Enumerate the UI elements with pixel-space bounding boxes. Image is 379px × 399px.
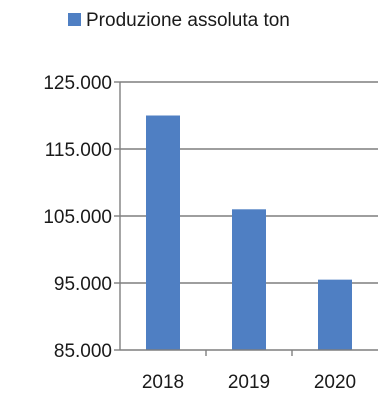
y-tick-labels: 85.000 95.000 105.000 115.000 125.000 [43,73,112,362]
x-tick-labels: 2018 2019 2020 [142,372,356,393]
y-tick-label: 125.000 [43,73,112,94]
y-tick-label: 85.000 [54,341,112,362]
x-tick-label: 2020 [314,372,356,393]
x-tick-label: 2019 [228,372,270,393]
legend-swatch [68,13,81,26]
y-tick-label: 105.000 [43,207,112,228]
y-tick-label: 115.000 [45,140,112,161]
y-tick-label: 95.000 [54,274,112,295]
axes [119,82,378,356]
x-tick-label: 2018 [142,372,184,393]
bar-2020 [318,279,352,350]
bar-2018 [146,115,180,350]
bar-2019 [232,209,266,350]
bars [146,115,352,350]
legend: Produzione assoluta ton [68,10,290,31]
legend-label: Produzione assoluta ton [86,10,290,31]
